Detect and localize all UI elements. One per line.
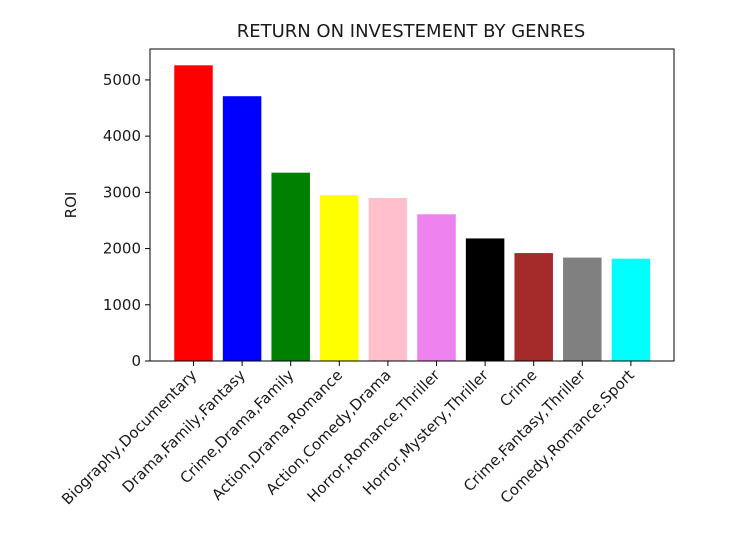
- y-axis-label: ROI: [62, 192, 80, 219]
- bar-6: [465, 238, 505, 361]
- bar-4: [368, 197, 408, 361]
- y-tick-label-5: 5000: [103, 71, 141, 89]
- y-tick-label-3: 3000: [103, 183, 141, 201]
- y-tick-label-2: 2000: [103, 240, 141, 258]
- bar-7: [514, 253, 553, 361]
- chart-title: RETURN ON INVESTEMENT BY GENRES: [237, 21, 586, 42]
- bars-group: [174, 65, 651, 362]
- bar-1: [222, 96, 262, 361]
- bar-9: [611, 258, 651, 361]
- plot-area-frame: [149, 48, 675, 362]
- x-axis-ticks: Biography,DocumentaryDrama,Family,Fantas…: [58, 361, 638, 508]
- y-axis-ticks: 0 1000 2000 3000 4000 5000: [103, 71, 150, 370]
- bar-0: [174, 65, 213, 362]
- x-tick-label-7: Crime: [496, 366, 540, 410]
- bar-5: [417, 214, 456, 361]
- bar-8: [563, 257, 602, 361]
- y-tick-label-1: 1000: [103, 296, 141, 314]
- bar-2: [271, 172, 310, 361]
- bar-3: [320, 195, 359, 361]
- y-tick-label-0: 0: [131, 352, 141, 370]
- y-tick-label-4: 4000: [103, 127, 141, 145]
